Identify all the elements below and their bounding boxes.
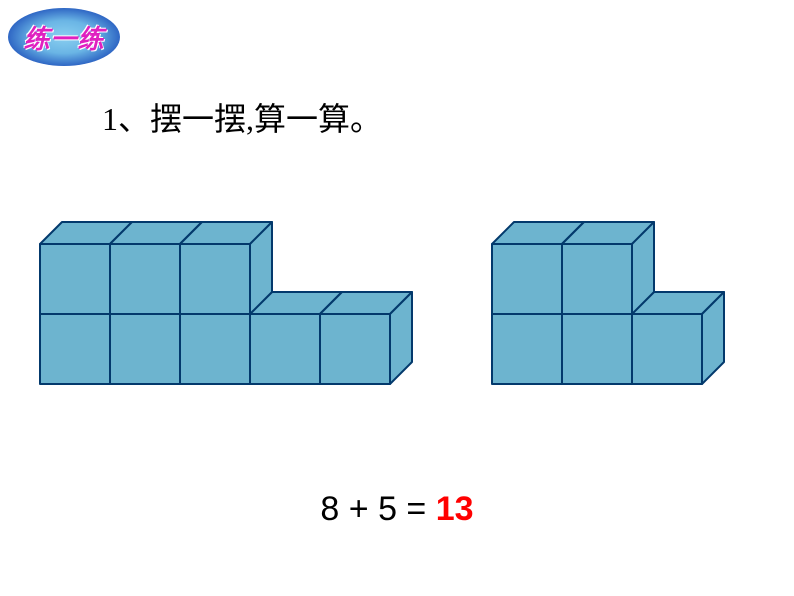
cube-group-right	[490, 220, 726, 391]
equation: 8 + 5 = 13	[0, 490, 794, 529]
equation-lhs: 8 + 5 =	[320, 490, 426, 528]
cube-group-left	[38, 220, 414, 391]
practice-badge: 练一练	[8, 8, 120, 66]
badge-ellipse: 练一练	[8, 8, 120, 66]
cube-svg	[490, 220, 726, 386]
equation-answer: 13	[436, 490, 474, 528]
instruction-text: 1、摆一摆,算一算。	[102, 94, 382, 140]
cube-svg	[38, 220, 414, 386]
badge-text: 练一练	[23, 19, 104, 56]
